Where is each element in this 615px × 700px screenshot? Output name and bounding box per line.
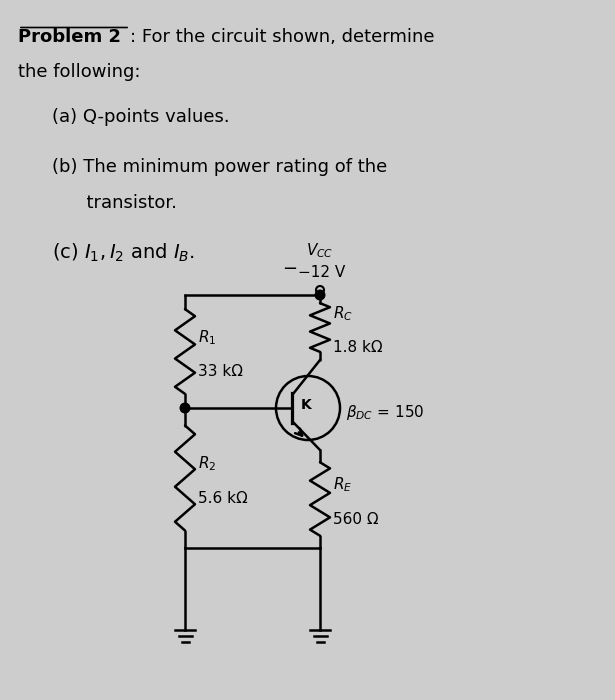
Text: the following:: the following: (18, 63, 140, 81)
Text: −: − (282, 260, 297, 278)
Text: 560 Ω: 560 Ω (333, 512, 379, 527)
Circle shape (180, 403, 190, 413)
Circle shape (315, 290, 325, 300)
Text: $\beta_{DC}$ = 150: $\beta_{DC}$ = 150 (346, 403, 424, 423)
Text: (a) Q-points values.: (a) Q-points values. (52, 108, 229, 126)
Text: 1.8 kΩ: 1.8 kΩ (333, 340, 383, 356)
Text: $R_C$: $R_C$ (333, 304, 353, 323)
Text: $R_2$: $R_2$ (198, 454, 216, 473)
Text: : For the circuit shown, determine: : For the circuit shown, determine (130, 28, 435, 46)
Text: Problem 2: Problem 2 (18, 28, 121, 46)
Text: transistor.: transistor. (52, 194, 177, 212)
Text: (b) The minimum power rating of the: (b) The minimum power rating of the (52, 158, 387, 176)
Text: −12 V: −12 V (298, 265, 345, 280)
Text: $R_E$: $R_E$ (333, 475, 352, 494)
Text: 5.6 kΩ: 5.6 kΩ (198, 491, 248, 506)
Text: $R_1$: $R_1$ (198, 328, 216, 346)
Text: 33 kΩ: 33 kΩ (198, 365, 243, 379)
Text: K: K (301, 398, 311, 412)
Text: $V_{CC}$: $V_{CC}$ (306, 241, 334, 260)
Text: (c) $I_1, I_2$ and $I_B$.: (c) $I_1, I_2$ and $I_B$. (52, 242, 195, 265)
